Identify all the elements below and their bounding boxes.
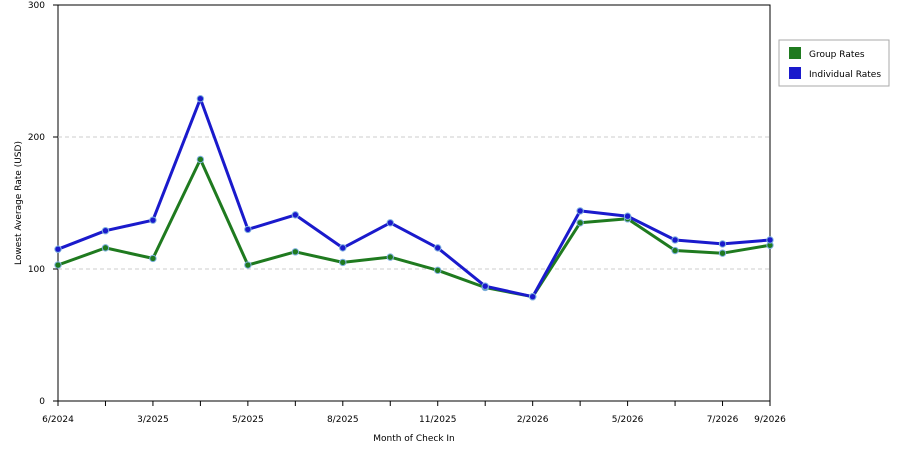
y-axis: 0 100 200 300 xyxy=(28,1,58,407)
individual-rates-point xyxy=(386,219,394,227)
individual-rates-point xyxy=(576,207,584,215)
individual-rates-point xyxy=(718,240,727,248)
individual-rates-point xyxy=(434,244,442,252)
individual-rates-point xyxy=(149,216,157,224)
series-lines xyxy=(54,95,774,301)
x-tick-label: 5/2025 xyxy=(232,415,264,425)
group-rates-point xyxy=(149,254,157,263)
group-rates-point xyxy=(386,253,394,261)
legend-label-individual-rates: Individual Rates xyxy=(809,70,881,80)
x-tick-label: 5/2026 xyxy=(612,415,644,425)
y-tick-label: 200 xyxy=(28,133,45,143)
group-rates-line xyxy=(57,157,771,299)
group-rates-point xyxy=(576,219,584,227)
group-rates-point xyxy=(54,261,62,269)
x-tick-label: 6/2024 xyxy=(42,415,74,425)
group-rates-point xyxy=(718,249,727,257)
legend-swatch-group-rates xyxy=(789,47,801,59)
group-rates-point xyxy=(244,261,252,269)
x-axis-title: Month of Check In xyxy=(373,434,455,444)
individual-rates-point xyxy=(528,293,537,301)
individual-rates-point xyxy=(196,95,205,103)
x-tick-label: 9/2026 xyxy=(754,415,786,425)
y-tick-label: 100 xyxy=(28,265,45,275)
individual-rates-line xyxy=(57,97,771,299)
group-rates-point xyxy=(196,155,205,164)
x-tick-label: 8/2025 xyxy=(327,415,359,425)
x-tick-label: 7/2026 xyxy=(707,415,739,425)
y-axis-title: Lowest Average Rate (USD) xyxy=(14,141,24,265)
individual-rates-point xyxy=(101,227,110,235)
plot-area xyxy=(57,4,771,402)
y-tick-label: 300 xyxy=(28,1,45,11)
x-tick-label: 2/2026 xyxy=(517,415,549,425)
group-rates-point xyxy=(291,248,300,256)
x-tick-label: 11/2025 xyxy=(419,415,456,425)
legend: Group Rates Individual Rates xyxy=(778,39,890,87)
group-rates-point xyxy=(671,246,679,255)
legend-swatch-individual-rates xyxy=(789,67,801,79)
individual-rates-point xyxy=(481,282,489,290)
individual-rates-point xyxy=(291,211,300,219)
individual-rates-point xyxy=(54,245,62,253)
x-axis: 6/2024 3/2025 5/2025 8/2025 11/2025 2/2026 5/2… xyxy=(42,401,786,425)
y-tick-label: 0 xyxy=(39,397,45,407)
group-rates-point xyxy=(339,258,347,267)
legend-label-group-rates: Group Rates xyxy=(809,50,865,60)
group-rates-point xyxy=(434,266,442,275)
x-tick-label: 3/2025 xyxy=(137,415,169,425)
individual-rates-point xyxy=(339,244,347,252)
individual-rates-point xyxy=(671,236,679,244)
individual-rates-point xyxy=(244,225,252,234)
individual-rates-point xyxy=(766,236,774,244)
individual-rates-point xyxy=(623,212,632,220)
group-rates-point xyxy=(101,244,110,252)
